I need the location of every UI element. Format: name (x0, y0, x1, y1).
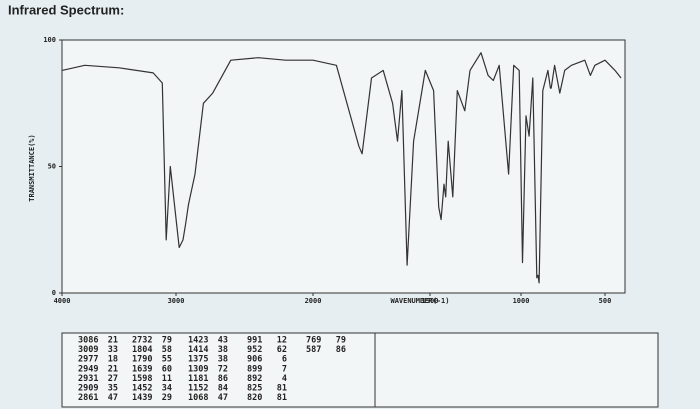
x-axis-label: WAVENUMBER(-1) (390, 297, 449, 305)
x-tick-label: 2000 (305, 297, 322, 305)
peak-wavenumber: 2977 (78, 355, 98, 365)
peak-table-box (61, 332, 659, 408)
x-tick-label: 1500 (422, 297, 439, 305)
peak-wavenumber: 3086 (78, 336, 98, 346)
peak-wavenumber: 1639 (132, 364, 152, 374)
peak-wavenumber: 1790 (132, 355, 152, 365)
peak-transmittance: 11 (162, 374, 172, 384)
peak-transmittance: 81 (277, 384, 287, 394)
peak-transmittance: 86 (218, 374, 228, 384)
y-axis-label: TRANSMITTANCE(%) (28, 134, 36, 201)
peak-transmittance: 43 (218, 336, 228, 346)
peak-wavenumber: 769 (306, 336, 321, 346)
spectrum-line (61, 52, 622, 284)
peak-wavenumber: 2949 (78, 364, 98, 374)
peak-transmittance: 84 (218, 384, 228, 394)
peak-transmittance: 12 (277, 336, 287, 346)
peak-wavenumber: 952 (247, 345, 262, 355)
peak-wavenumber: 1804 (132, 345, 152, 355)
peak-transmittance: 35 (108, 384, 118, 394)
peak-transmittance: 86 (336, 345, 346, 355)
peak-transmittance: 55 (162, 355, 172, 365)
peak-transmittance: 7 (282, 364, 287, 374)
peak-transmittance: 62 (277, 345, 287, 355)
peak-transmittance: 27 (108, 374, 118, 384)
peak-transmittance: 18 (108, 355, 118, 365)
y-tick-label: 100 (43, 36, 56, 44)
x-tick-label: 500 (599, 297, 612, 305)
peak-transmittance: 47 (218, 393, 228, 403)
peak-wavenumber: 1375 (188, 355, 208, 365)
peak-wavenumber: 587 (306, 345, 321, 355)
peak-wavenumber: 820 (247, 393, 262, 403)
peak-transmittance: 47 (108, 393, 118, 403)
peak-wavenumber: 1068 (188, 393, 208, 403)
peak-wavenumber: 1414 (188, 345, 208, 355)
peak-transmittance: 29 (162, 393, 172, 403)
peak-wavenumber: 892 (247, 374, 262, 384)
peak-wavenumber: 3009 (78, 345, 98, 355)
peak-transmittance: 38 (218, 345, 228, 355)
peak-transmittance: 79 (162, 336, 172, 346)
peak-transmittance: 60 (162, 364, 172, 374)
peak-wavenumber: 1439 (132, 393, 152, 403)
peak-transmittance: 38 (218, 355, 228, 365)
peak-transmittance: 6 (282, 355, 287, 365)
peak-transmittance: 21 (108, 336, 118, 346)
peak-wavenumber: 991 (247, 336, 262, 346)
peak-wavenumber: 1452 (132, 384, 152, 394)
peak-transmittance: 4 (282, 374, 287, 384)
x-tick-label: 3000 (168, 297, 185, 305)
peak-transmittance: 81 (277, 393, 287, 403)
peak-transmittance: 72 (218, 364, 228, 374)
peak-wavenumber: 2909 (78, 384, 98, 394)
peak-wavenumber: 2861 (78, 393, 98, 403)
peak-wavenumber: 1152 (188, 384, 208, 394)
peak-wavenumber: 1309 (188, 364, 208, 374)
peak-wavenumber: 2931 (78, 374, 98, 384)
x-tick-label: 1000 (513, 297, 530, 305)
peak-transmittance: 79 (336, 336, 346, 346)
plot-frame (61, 39, 626, 294)
y-tick-label: 0 (52, 289, 56, 297)
peak-transmittance: 21 (108, 364, 118, 374)
peak-wavenumber: 1598 (132, 374, 152, 384)
peak-transmittance: 33 (108, 345, 118, 355)
peak-wavenumber: 1181 (188, 374, 208, 384)
peak-wavenumber: 906 (247, 355, 262, 365)
x-tick-label: 4000 (54, 297, 71, 305)
peak-transmittance: 34 (162, 384, 172, 394)
peak-wavenumber: 825 (247, 384, 262, 394)
peak-wavenumber: 1423 (188, 336, 208, 346)
peak-wavenumber: 2732 (132, 336, 152, 346)
y-tick-label: 50 (48, 163, 56, 171)
peak-wavenumber: 899 (247, 364, 262, 374)
page-title: Infrared Spectrum: (8, 2, 124, 17)
peak-transmittance: 58 (162, 345, 172, 355)
